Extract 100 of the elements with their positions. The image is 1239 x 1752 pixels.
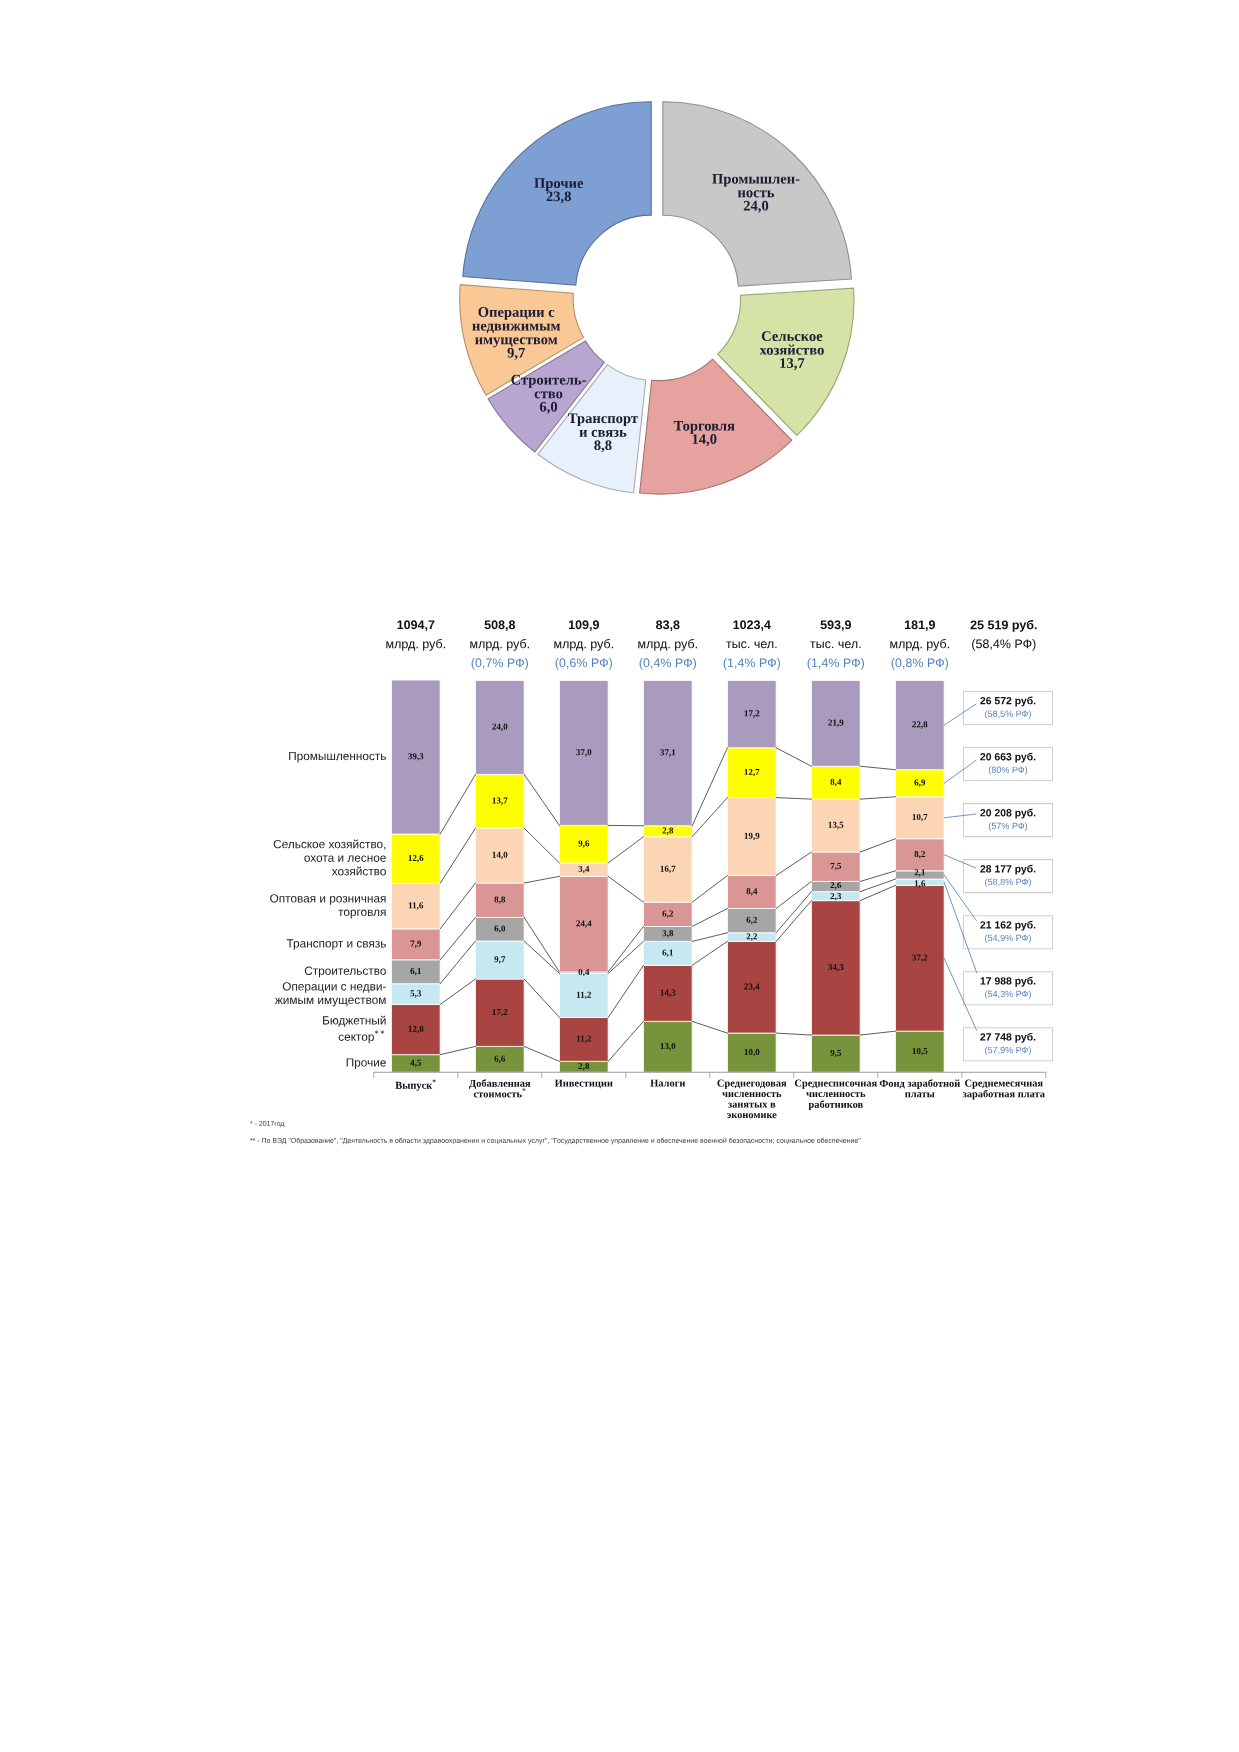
series-label: Строительство bbox=[304, 966, 386, 978]
annotation: 20 663 руб. (80% РФ) bbox=[980, 752, 1036, 775]
series-label: Промышленность bbox=[289, 751, 386, 763]
data-label: 7,5 bbox=[830, 863, 842, 871]
data-label: 9,6 bbox=[578, 840, 590, 848]
x-tick-label: Добавленная стоимость$^{*}$ bbox=[469, 1079, 531, 1098]
data-label: 6,1 bbox=[662, 949, 673, 957]
data-label: 2,1 bbox=[914, 869, 925, 877]
x-tick-label: Выпуск$^{*}$ bbox=[395, 1079, 436, 1091]
x-tick-label: Налоги bbox=[650, 1079, 686, 1087]
data-label: 7,9 bbox=[410, 940, 422, 948]
data-label: 14,0 bbox=[492, 851, 508, 860]
data-label: 3,8 bbox=[662, 930, 674, 938]
data-label: 1,6 bbox=[914, 880, 926, 888]
data-label: 13,5 bbox=[828, 821, 844, 830]
data-label: 6,1 bbox=[410, 967, 421, 976]
annotation: 27 748 руб. (57,9% РФ) bbox=[980, 1032, 1036, 1055]
series-label: Сельское хозяйство, охота и лесное хозяйство bbox=[273, 839, 386, 876]
data-label: 37,1 bbox=[660, 749, 676, 757]
x-tick-label: Среднесписочная численность работников bbox=[794, 1079, 877, 1111]
data-label: 22,8 bbox=[912, 721, 928, 729]
data-label: 4,5 bbox=[410, 1059, 422, 1068]
slice-label: Торговля bbox=[673, 420, 735, 434]
data-label: 0,4 bbox=[578, 968, 590, 977]
data-label: 13,7 bbox=[780, 358, 805, 371]
series-label: Операции с недви- жимым имуществом bbox=[274, 982, 386, 1007]
data-label: 12,6 bbox=[408, 854, 424, 863]
data-label: 8,8 bbox=[494, 896, 506, 904]
slice-label: Промышлен- ность bbox=[712, 173, 800, 198]
data-label: 6,2 bbox=[746, 916, 758, 925]
data-label: 34,3 bbox=[828, 964, 844, 972]
text: 25 519 руб. (58,4% РФ) bbox=[970, 620, 1037, 651]
data-label: 8,4 bbox=[746, 888, 758, 896]
data-label: 21,9 bbox=[828, 719, 844, 727]
data-label: 10,0 bbox=[744, 1048, 760, 1057]
data-label: 10,7 bbox=[912, 813, 928, 822]
slice-label: Прочие bbox=[534, 178, 584, 191]
annotation: 20 208 руб. (57% РФ) bbox=[980, 808, 1036, 831]
data-label: 2,6 bbox=[830, 882, 842, 890]
text: 181,9 млрд. руб. (0,8% РФ) bbox=[890, 620, 949, 670]
data-label: 13,7 bbox=[492, 797, 508, 805]
data-label: 14,3 bbox=[660, 989, 676, 997]
text: 1023,4 тыс. чел. (1,4% РФ) bbox=[723, 620, 781, 670]
slice-label: Операции с недвижимым имуществом bbox=[472, 307, 561, 348]
annotation: 26 572 руб. (58,5% РФ) bbox=[980, 696, 1036, 719]
series-label: Бюджетный сектор$^{**}$ bbox=[323, 1015, 386, 1044]
text: 83,8 млрд. руб. (0,4% РФ) bbox=[638, 620, 697, 670]
data-label: 8,2 bbox=[914, 850, 926, 859]
data-label: 6,2 bbox=[662, 910, 674, 918]
data-label: 17,2 bbox=[492, 1008, 508, 1017]
data-label: 11,6 bbox=[408, 902, 424, 910]
data-label: 17,2 bbox=[744, 710, 760, 718]
data-label: 6,9 bbox=[914, 779, 926, 787]
x-tick-label: Среднемесячная заработная плата bbox=[962, 1079, 1045, 1100]
data-label: 5,3 bbox=[410, 990, 422, 998]
data-label: 11,2 bbox=[576, 991, 592, 1000]
data-label: 9,5 bbox=[830, 1049, 842, 1058]
text: 1094,7 млрд. руб. bbox=[386, 620, 445, 651]
data-label: 13,0 bbox=[660, 1042, 676, 1051]
data-label: 2,2 bbox=[746, 933, 758, 941]
x-tick-label: Среднегодовая численность занятых в экономике bbox=[717, 1079, 787, 1119]
text: 508,8 млрд. руб. (0,7% РФ) bbox=[470, 620, 529, 670]
data-label: 14,0 bbox=[692, 434, 717, 447]
data-label: 3,4 bbox=[578, 865, 590, 874]
data-label: 12,8 bbox=[408, 1025, 424, 1034]
series-label: Прочие bbox=[346, 1058, 386, 1069]
slice-label: Транспорт и связь bbox=[568, 413, 638, 437]
data-label: 10,5 bbox=[912, 1047, 928, 1056]
data-label: 23,4 bbox=[744, 983, 760, 991]
slice-label: Сельское хозяйство bbox=[759, 331, 824, 355]
series-label: Транспорт и связь bbox=[286, 939, 386, 950]
data-label: 6,6 bbox=[494, 1055, 506, 1063]
data-label: 11,2 bbox=[576, 1035, 592, 1043]
data-label: 23,8 bbox=[546, 191, 571, 204]
slice-label: Строитель- ство bbox=[511, 374, 586, 399]
data-label: 2,8 bbox=[662, 827, 674, 835]
data-label: 12,7 bbox=[744, 768, 760, 777]
series-label: Оптовая и розничная торговля bbox=[270, 894, 386, 919]
annotation: 28 177 руб. (58,8% РФ) bbox=[980, 864, 1036, 887]
data-label: 2,8 bbox=[578, 1062, 590, 1071]
data-label: 24,0 bbox=[743, 200, 769, 213]
data-label: 24,0 bbox=[492, 723, 508, 731]
text: 593,9 тыс. чел. (1,4% РФ) bbox=[807, 620, 865, 670]
data-label: 19,9 bbox=[744, 832, 760, 841]
data-label: 16,7 bbox=[660, 865, 676, 874]
data-label: 37,0 bbox=[576, 749, 592, 757]
data-label: 6,0 bbox=[539, 401, 558, 414]
data-label: 37,2 bbox=[912, 954, 928, 962]
text: 109,9 млрд. руб. (0,6% РФ) bbox=[554, 620, 613, 670]
annotation: 21 162 руб. (54,9% РФ) bbox=[980, 920, 1036, 943]
data-label: 2,3 bbox=[830, 893, 842, 901]
data-label: 6,0 bbox=[494, 925, 506, 933]
data-label: 39,3 bbox=[408, 753, 424, 761]
annotation: 17 988 руб. (54,3% РФ) bbox=[980, 976, 1036, 999]
data-label: 24,4 bbox=[576, 920, 592, 928]
data-label: 9,7 bbox=[507, 347, 525, 360]
data-label: 9,7 bbox=[494, 956, 506, 964]
x-tick-label: Инвестиции bbox=[554, 1079, 613, 1089]
data-label: 8,8 bbox=[594, 440, 612, 453]
x-tick-label: Фонд заработной платы bbox=[879, 1079, 960, 1098]
